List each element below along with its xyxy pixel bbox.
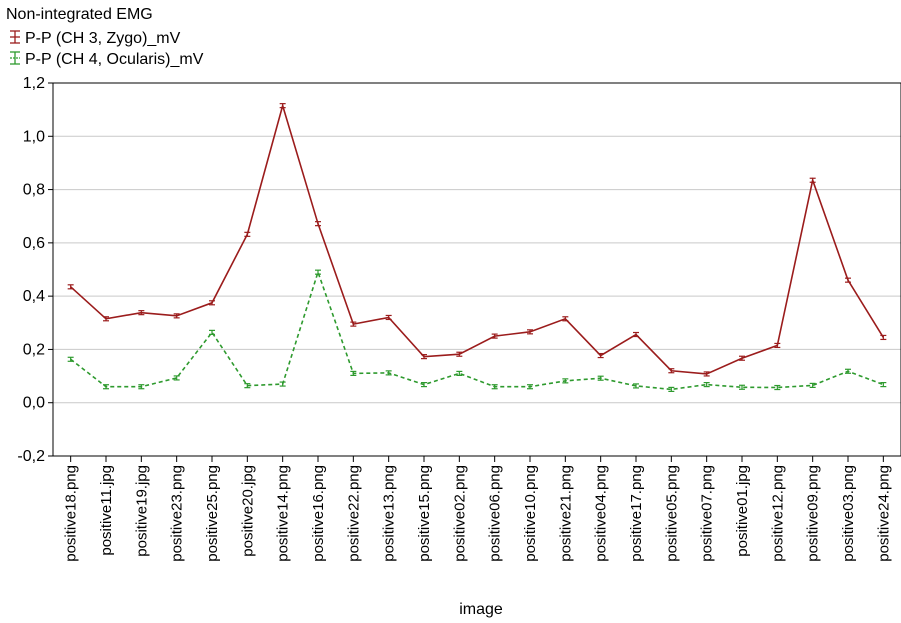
- data-point: [491, 333, 498, 339]
- y-tick-label: -0,2: [17, 448, 45, 465]
- data-point: [103, 384, 109, 390]
- x-tick-label: positive19.jpg: [133, 465, 150, 557]
- data-point: [103, 316, 109, 322]
- data-point: [845, 368, 851, 374]
- data-point: [597, 375, 604, 381]
- y-tick-label: 0,0: [23, 395, 45, 412]
- data-point: [809, 382, 816, 388]
- x-tick-label: positive21.png: [557, 465, 574, 562]
- data-point: [421, 381, 427, 388]
- x-tick-label: positive16.png: [310, 465, 327, 562]
- data-point: [668, 386, 675, 392]
- data-point: [668, 368, 675, 374]
- data-point: [315, 269, 321, 275]
- x-tick-label: positive01.jpg: [734, 465, 751, 557]
- x-axis: positive18.png positive11.jpg positive19.j…: [63, 456, 892, 562]
- x-tick-label: positive07.png: [699, 465, 716, 562]
- data-point: [244, 383, 251, 389]
- y-tick-label: 0,4: [23, 288, 45, 305]
- y-tick-label: 1,2: [23, 75, 45, 92]
- x-tick-label: positive02.png: [451, 465, 468, 562]
- legend-item: P-P (CH 4, Ocularis)_mV: [10, 51, 204, 68]
- data-point: [739, 355, 745, 361]
- y-axis: -0,2 0,0 0,2 0,4 0,6 0,8 1,0 1,2: [17, 75, 53, 465]
- data-point: [350, 321, 357, 327]
- series-1: [67, 102, 887, 377]
- y-tick-label: 0,8: [23, 182, 45, 199]
- data-point: [385, 370, 392, 376]
- x-tick-label: positive20.jpg: [239, 465, 256, 557]
- x-tick-label: positive13.png: [381, 465, 398, 562]
- data-point: [774, 342, 781, 349]
- x-tick-label: positive10.png: [522, 465, 539, 562]
- x-tick-label: positive12.png: [769, 465, 786, 562]
- data-point: [315, 221, 321, 227]
- data-point: [845, 277, 851, 283]
- chart-title: Non-integrated EMG: [6, 6, 153, 23]
- plot-frame: [52, 82, 901, 457]
- x-tick-label: positive24.png: [875, 465, 892, 562]
- x-tick-label: positive18.png: [63, 465, 80, 562]
- data-point: [67, 284, 74, 290]
- x-tick-label: positive09.png: [805, 465, 822, 562]
- data-point: [562, 316, 569, 322]
- data-point: [880, 334, 887, 341]
- data-point: [67, 356, 74, 362]
- x-tick-label: positive17.png: [628, 465, 645, 562]
- data-point: [173, 375, 180, 381]
- data-point: [809, 177, 816, 183]
- data-point: [527, 384, 533, 390]
- x-tick-label: positive14.png: [275, 465, 292, 562]
- data-point: [350, 370, 357, 377]
- data-point: [597, 352, 604, 359]
- data-point: [880, 381, 887, 388]
- legend-label: P-P (CH 4, Ocularis)_mV: [25, 51, 204, 68]
- x-tick-label: positive11.jpg: [98, 465, 115, 556]
- data-point: [209, 329, 215, 335]
- x-axis-label: image: [459, 601, 503, 618]
- data-point: [279, 103, 286, 109]
- data-point: [421, 354, 427, 360]
- data-point: [633, 331, 639, 338]
- data-point: [173, 313, 180, 319]
- data-point: [703, 381, 710, 388]
- legend: P-P (CH 3, Zygo)_mV P-P (CH 4, Ocularis)_…: [10, 30, 204, 68]
- x-tick-label: positive25.png: [204, 465, 221, 562]
- data-point: [774, 384, 781, 391]
- y-tick-label: 0,2: [23, 341, 45, 358]
- x-tick-label: positive15.png: [416, 465, 433, 562]
- y-tick-label: 0,6: [23, 235, 45, 252]
- x-tick-label: positive03.png: [840, 465, 857, 562]
- data-point: [527, 329, 533, 335]
- data-point: [244, 231, 251, 237]
- data-point: [456, 370, 463, 377]
- x-tick-label: positive04.png: [593, 465, 610, 562]
- data-point: [562, 378, 569, 384]
- series-2: [67, 269, 887, 392]
- data-point: [209, 300, 215, 306]
- data-point: [385, 314, 392, 321]
- data-point: [279, 381, 286, 387]
- x-tick-label: positive23.png: [169, 465, 186, 562]
- grid: [53, 135, 901, 404]
- data-point: [138, 384, 145, 390]
- legend-label: P-P (CH 3, Zygo)_mV: [25, 30, 181, 47]
- error-bar-icon: [10, 30, 20, 44]
- x-tick-label: positive06.png: [487, 465, 504, 562]
- series-layer: [67, 102, 887, 392]
- data-point: [491, 384, 498, 390]
- series-line: [70, 269, 884, 391]
- data-point: [739, 384, 745, 390]
- error-bar-icon: [10, 51, 20, 65]
- data-point: [138, 310, 145, 316]
- x-tick-label: positive05.png: [663, 465, 680, 562]
- data-point: [456, 351, 463, 357]
- x-tick-label: positive22.png: [345, 465, 362, 562]
- data-point: [703, 371, 710, 377]
- legend-item: P-P (CH 3, Zygo)_mV: [10, 30, 181, 47]
- series-line: [70, 102, 885, 375]
- data-point: [633, 383, 639, 389]
- y-tick-label: 1,0: [23, 128, 45, 145]
